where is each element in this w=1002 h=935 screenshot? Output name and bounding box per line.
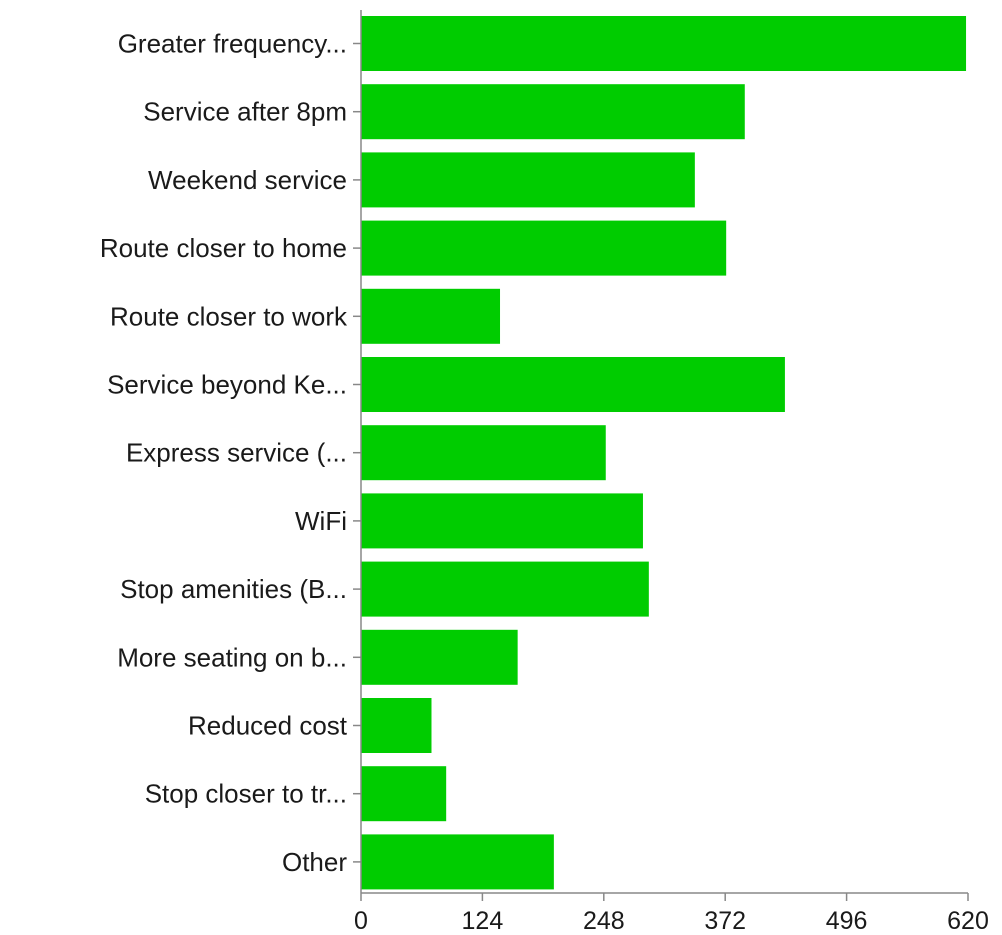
- bar: [361, 16, 967, 71]
- bars-layer: [361, 16, 967, 890]
- category-label: Reduced cost: [188, 711, 348, 741]
- bar: [361, 698, 432, 753]
- axes: 0 124 248 372 496 620: [353, 10, 989, 935]
- category-label: More seating on b...: [117, 642, 347, 672]
- category-label: Stop amenities (B...: [120, 574, 347, 604]
- x-tick-label: 496: [826, 907, 868, 935]
- bar: [361, 220, 727, 276]
- bar: [361, 766, 447, 822]
- bar: [361, 84, 745, 140]
- x-tick-label: 0: [354, 907, 368, 935]
- bar: [361, 425, 606, 481]
- category-label: Weekend service: [148, 165, 347, 195]
- category-label: Service beyond Ke...: [107, 370, 347, 400]
- category-label: Service after 8pm: [143, 97, 347, 127]
- bar: [361, 629, 518, 685]
- category-label: Stop closer to tr...: [145, 779, 347, 809]
- category-label: Greater frequency...: [118, 29, 347, 59]
- bar: [361, 357, 785, 412]
- category-label: Route closer to home: [100, 233, 347, 263]
- x-tick-label: 372: [704, 907, 746, 935]
- bar: [361, 834, 554, 890]
- bar: [361, 152, 695, 208]
- bar: [361, 493, 643, 549]
- category-label: Express service (...: [126, 438, 347, 468]
- bar: [361, 288, 501, 344]
- x-tick-label: 124: [462, 907, 504, 935]
- x-tick-label: 620: [947, 907, 989, 935]
- x-tick-label: 248: [583, 907, 625, 935]
- category-label: Other: [282, 847, 347, 877]
- category-label: Route closer to work: [110, 301, 348, 331]
- bar: [361, 561, 649, 617]
- category-label: WiFi: [295, 506, 347, 536]
- category-labels: Greater frequency... Service after 8pm Wee…: [100, 29, 348, 877]
